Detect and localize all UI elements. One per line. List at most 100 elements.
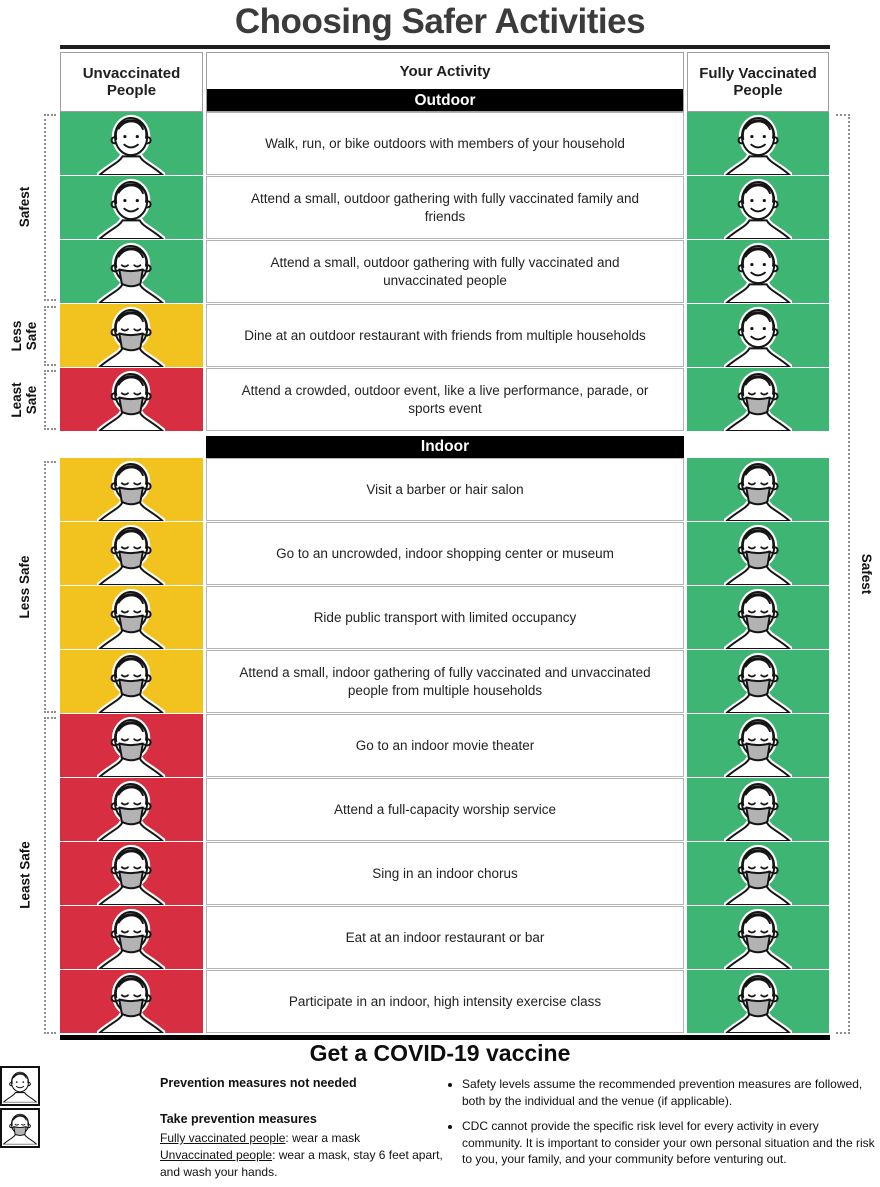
- unvaccinated-risk-cell: [60, 650, 203, 713]
- activity-row: Sing in an indoor chorus: [60, 842, 829, 905]
- vaccinated-risk-cell: [687, 522, 829, 585]
- outdoor-less-safe-bracket: [44, 306, 56, 366]
- unmasked-face-icon: [724, 113, 792, 175]
- masked-face-icon: [724, 715, 792, 777]
- vaccinated-safest-label: Safest: [859, 553, 875, 595]
- indoor-less-safe-bracket: [44, 461, 56, 713]
- vaccinated-risk-cell: [687, 714, 829, 777]
- unmasked-face-icon: [724, 177, 792, 239]
- legend-rest-unvaccinated: : wear a mask, stay 6 feet apart, and wa…: [160, 1148, 443, 1179]
- unmasked-face-icon: [2, 1068, 38, 1104]
- activity-row: Eat at an indoor restaurant or bar: [60, 906, 829, 969]
- activity-text: Walk, run, or bike outdoors with members…: [265, 135, 625, 151]
- activity-cell: Attend a small, outdoor gathering with f…: [206, 240, 684, 303]
- legend-masked-box: [0, 1108, 40, 1148]
- outdoor-safest-bracket: [44, 114, 56, 301]
- footnote-cdc-risk: CDC cannot provide the specific risk lev…: [462, 1118, 880, 1168]
- column-header-vaccinated: Fully Vaccinated People: [687, 52, 829, 112]
- activity-text: Go to an uncrowded, indoor shopping cent…: [276, 545, 614, 561]
- activity-cell: Attend a small, indoor gathering of full…: [206, 650, 684, 713]
- unmasked-face-icon: [724, 305, 792, 367]
- activity-text: Attend a small, outdoor gathering with f…: [270, 254, 620, 288]
- section-bar-outdoor: Outdoor: [207, 89, 683, 111]
- masked-face-icon: [97, 369, 165, 431]
- masked-face-icon: [2, 1110, 38, 1146]
- activity-row: Go to an indoor movie theater: [60, 714, 829, 777]
- activity-text: Participate in an indoor, high intensity…: [288, 993, 602, 1009]
- activity-text: Attend a crowded, outdoor event, like a …: [241, 382, 649, 416]
- spacer: [60, 436, 203, 458]
- masked-face-icon: [97, 907, 165, 969]
- unvaccinated-risk-cell: [60, 842, 203, 905]
- unvaccinated-risk-cell: [60, 970, 203, 1033]
- activity-cell: Visit a barber or hair salon: [206, 458, 684, 521]
- unvaccinated-risk-cell: [60, 240, 203, 303]
- unvaccinated-risk-cell: [60, 458, 203, 521]
- legend-term-unvaccinated: Unvaccinated people: [160, 1148, 273, 1162]
- activity-text: Attend a full-capacity worship service: [333, 801, 557, 817]
- activity-cell: Attend a crowded, outdoor event, like a …: [206, 368, 684, 431]
- activity-cell: Participate in an indoor, high intensity…: [206, 970, 684, 1033]
- activity-cell: Eat at an indoor restaurant or bar: [206, 906, 684, 969]
- activity-row: Walk, run, or bike outdoors with members…: [60, 112, 829, 175]
- unvaccinated-risk-cell: [60, 522, 203, 585]
- activity-row: Participate in an indoor, high intensity…: [60, 970, 829, 1033]
- outdoor-least-safe-label: Least Safe: [9, 382, 39, 418]
- masked-face-icon: [724, 587, 792, 649]
- activity-cell: Walk, run, or bike outdoors with members…: [206, 112, 684, 175]
- activity-text: Attend a small, indoor gathering of full…: [239, 664, 651, 698]
- activity-text: Go to an indoor movie theater: [355, 737, 535, 753]
- indoor-least-safe-label: Least Safe: [17, 841, 32, 909]
- masked-face-icon: [724, 779, 792, 841]
- masked-face-icon: [724, 369, 792, 431]
- masked-face-icon: [724, 843, 792, 905]
- legend-label-take-measures: Take prevention measures: [160, 1112, 317, 1126]
- outdoor-less-safe-label: Less Safe: [9, 320, 39, 352]
- activity-text: Sing in an indoor chorus: [372, 865, 518, 881]
- masked-face-icon: [724, 523, 792, 585]
- masked-face-icon: [724, 651, 792, 713]
- unmasked-face-icon: [97, 113, 165, 175]
- masked-face-icon: [97, 241, 165, 303]
- masked-face-icon: [97, 843, 165, 905]
- vaccinated-risk-cell: [687, 970, 829, 1033]
- footnote-safety-levels: Safety levels assume the recommended pre…: [462, 1076, 880, 1109]
- activity-cell: Go to an indoor movie theater: [206, 714, 684, 777]
- vaccinated-risk-cell: [687, 778, 829, 841]
- masked-face-icon: [724, 907, 792, 969]
- activity-row: Attend a small, indoor gathering of full…: [60, 650, 829, 713]
- vaccinated-risk-cell: [687, 368, 829, 431]
- activity-text: Ride public transport with limited occup…: [313, 609, 577, 625]
- unvaccinated-risk-cell: [60, 368, 203, 431]
- unvaccinated-risk-cell: [60, 586, 203, 649]
- activity-text: Dine at an outdoor restaurant with frien…: [244, 327, 646, 343]
- vaccinated-risk-cell: [687, 458, 829, 521]
- unvaccinated-risk-cell: [60, 778, 203, 841]
- activity-text: Visit a barber or hair salon: [366, 481, 524, 497]
- unvaccinated-risk-cell: [60, 304, 203, 367]
- indoor-bar-row: Indoor: [60, 436, 829, 458]
- column-header-activity: Your Activity Outdoor: [206, 52, 684, 112]
- footnotes: Safety levels assume the recommended pre…: [446, 1076, 880, 1177]
- indoor-least-safe-bracket: [44, 717, 56, 1034]
- column-header-unvaccinated: Unvaccinated People: [60, 52, 203, 112]
- outdoor-least-safe-bracket: [44, 370, 56, 430]
- legend-details: Fully vaccinated people: wear a mask Unv…: [160, 1130, 465, 1181]
- activity-cell: Sing in an indoor chorus: [206, 842, 684, 905]
- activity-text: Eat at an indoor restaurant or bar: [345, 929, 545, 945]
- masked-face-icon: [97, 715, 165, 777]
- unvaccinated-risk-cell: [60, 714, 203, 777]
- masked-face-icon: [97, 587, 165, 649]
- activity-row: Dine at an outdoor restaurant with frien…: [60, 304, 829, 367]
- masked-face-icon: [97, 971, 165, 1033]
- bottom-divider: [60, 1035, 830, 1040]
- activity-row: Visit a barber or hair salon: [60, 458, 829, 521]
- masked-face-icon: [724, 971, 792, 1033]
- vaccine-headline: Get a COVID-19 vaccine: [309, 1040, 571, 1066]
- legend-term-vaccinated: Fully vaccinated people: [160, 1131, 286, 1145]
- activity-row: Attend a small, outdoor gathering with f…: [60, 240, 829, 303]
- indoor-less-safe-label: Less Safe: [16, 555, 32, 619]
- legend-unmasked-box: [0, 1066, 40, 1106]
- legend-detail-unvaccinated: Unvaccinated people: wear a mask, stay 6…: [160, 1147, 465, 1181]
